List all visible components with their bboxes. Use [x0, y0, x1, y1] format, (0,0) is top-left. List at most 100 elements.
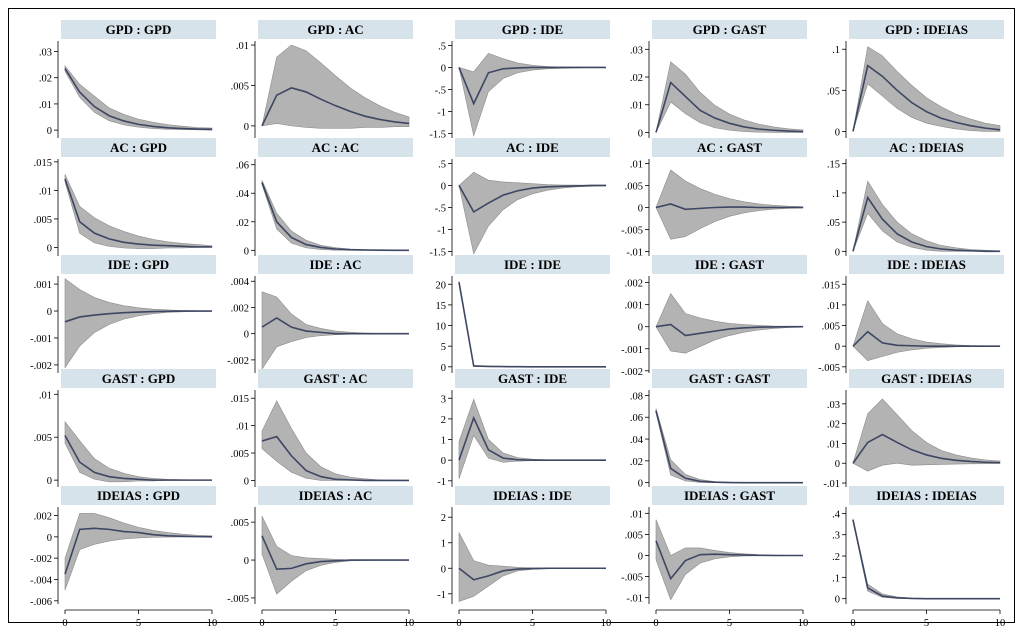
x-tick-label: 10 [995, 618, 1006, 629]
panel-title: IDE : IDEIAS [887, 257, 966, 272]
y-tick-label: -.005 [621, 226, 643, 237]
y-tick-label: 2 [441, 513, 446, 524]
y-tick-label: 0 [638, 479, 643, 490]
x-tick-label: 10 [404, 618, 415, 629]
panel-title: AC : IDEIAS [889, 140, 963, 155]
panel: AC : AC 0 .02 .04 .06 [236, 138, 413, 257]
y-tick-label: .005 [231, 81, 249, 92]
y-tick-label: 0 [638, 128, 643, 139]
panel-title: IDEIAS : IDE [493, 488, 572, 503]
y-tick-label: 0 [835, 595, 840, 606]
y-tick-label: -1 [437, 226, 446, 237]
y-tick-label: .15 [827, 160, 840, 171]
confidence-band [459, 399, 606, 478]
confidence-band [262, 45, 409, 128]
y-tick-label: .015 [34, 158, 52, 169]
confidence-band [65, 422, 212, 482]
y-tick-label: .01 [827, 439, 840, 450]
y-tick-label: 0 [835, 127, 840, 138]
confidence-band [656, 62, 803, 133]
y-tick-label: 0 [441, 181, 446, 192]
panel-title: IDE : IDE [504, 257, 561, 272]
y-tick-label: .01 [39, 390, 52, 401]
confidence-band [853, 301, 1000, 361]
x-tick-label: 0 [850, 618, 855, 629]
y-tick-label: .001 [625, 301, 643, 312]
panel: GAST : IDE-10123 [437, 369, 610, 488]
confidence-band [459, 53, 606, 135]
confidence-band [656, 409, 803, 483]
panel-title: GPD : IDEIAS [885, 22, 968, 37]
panel: IDE : IDEIAS-.0050.005.01.015 [818, 255, 1004, 374]
panel-title: AC : IDE [506, 140, 559, 155]
panel-title: GAST : GAST [689, 371, 771, 386]
y-tick-label: .03 [827, 400, 840, 411]
y-tick-label: .005 [625, 530, 643, 541]
x-tick-label: 10 [798, 618, 809, 629]
y-tick-label: -.002 [30, 361, 52, 372]
confidence-band [65, 66, 212, 130]
y-tick-label: .01 [236, 422, 249, 433]
y-tick-label: 0 [244, 122, 249, 133]
y-tick-label: -.006 [30, 597, 52, 608]
y-tick-label: 0 [244, 556, 249, 567]
y-tick-label: .005 [822, 322, 840, 333]
y-tick-label: -.01 [626, 594, 643, 605]
y-tick-label: .01 [630, 509, 643, 520]
panel-title: GPD : IDE [502, 22, 563, 37]
y-tick-label: .01 [39, 186, 52, 197]
y-tick-label: .5 [438, 159, 446, 170]
x-tick-label: 10 [601, 618, 612, 629]
y-tick-label: 0 [47, 307, 52, 318]
x-tick-label: 0 [653, 618, 658, 629]
y-tick-label: .002 [34, 512, 52, 523]
y-tick-label: .015 [822, 280, 840, 291]
y-tick-label: 1 [441, 436, 446, 447]
x-tick-label: 5 [924, 618, 929, 629]
panel-title: GAST : IDEIAS [881, 371, 972, 386]
y-tick-label: .03 [39, 47, 52, 58]
y-tick-label: -.5 [435, 204, 446, 215]
y-tick-label: .004 [231, 277, 250, 288]
panel-title: IDEIAS : IDEIAS [876, 488, 976, 503]
confidence-band [656, 294, 803, 354]
y-tick-label: 0 [244, 476, 249, 487]
y-tick-label: .02 [630, 73, 643, 84]
y-tick-label: .02 [827, 420, 840, 431]
y-tick-label: .02 [630, 457, 643, 468]
panel-title: AC : AC [312, 140, 360, 155]
y-tick-label: .01 [827, 301, 840, 312]
y-tick-label: -1.5 [429, 248, 446, 259]
panel: AC : IDE -1.5 -1 -.5 0 .5 [429, 138, 610, 259]
y-tick-label: 0 [47, 533, 52, 544]
y-tick-label: 0 [441, 363, 446, 374]
y-tick-label: -.002 [30, 554, 52, 565]
panel: IDEIAS : GAST-.01-.0050.005.010 5 10 [621, 486, 808, 629]
y-tick-label: .005 [231, 518, 249, 529]
confidence-band [853, 519, 1000, 599]
y-tick-label: .1 [832, 573, 840, 584]
y-tick-label: -.005 [621, 573, 643, 584]
confidence-band [262, 516, 409, 594]
panel: GAST : IDEIAS-.010.01.02.03 [823, 369, 1004, 490]
panel: GPD : GPD0.01.02.03 [39, 20, 216, 138]
confidence-band [853, 47, 1000, 132]
y-tick-label: 0 [244, 330, 249, 341]
panel-title: IDE : GPD [108, 257, 169, 272]
panel: AC : IDEIAS 0 .05 .1 .15 [827, 138, 1004, 258]
confidence-band [459, 533, 606, 602]
panel: IDE : GAST -.002 -.001 0 .001 .002 [621, 255, 807, 378]
confidence-band [65, 513, 212, 590]
panel: GAST : AC0.005.01.015 [231, 369, 413, 487]
y-tick-label: 0 [441, 63, 446, 74]
y-tick-label: .001 [34, 280, 52, 291]
y-tick-label: 0 [638, 204, 643, 215]
y-tick-label: .2 [832, 552, 840, 563]
y-tick-label: -.002 [621, 367, 643, 378]
x-tick-label: 5 [530, 618, 535, 629]
panel: IDEIAS : IDE-10120 5 10 [437, 486, 611, 629]
confidence-band [853, 399, 1000, 471]
panel: IDEIAS : AC -.005 0 .005 0 5 10 [227, 486, 414, 629]
